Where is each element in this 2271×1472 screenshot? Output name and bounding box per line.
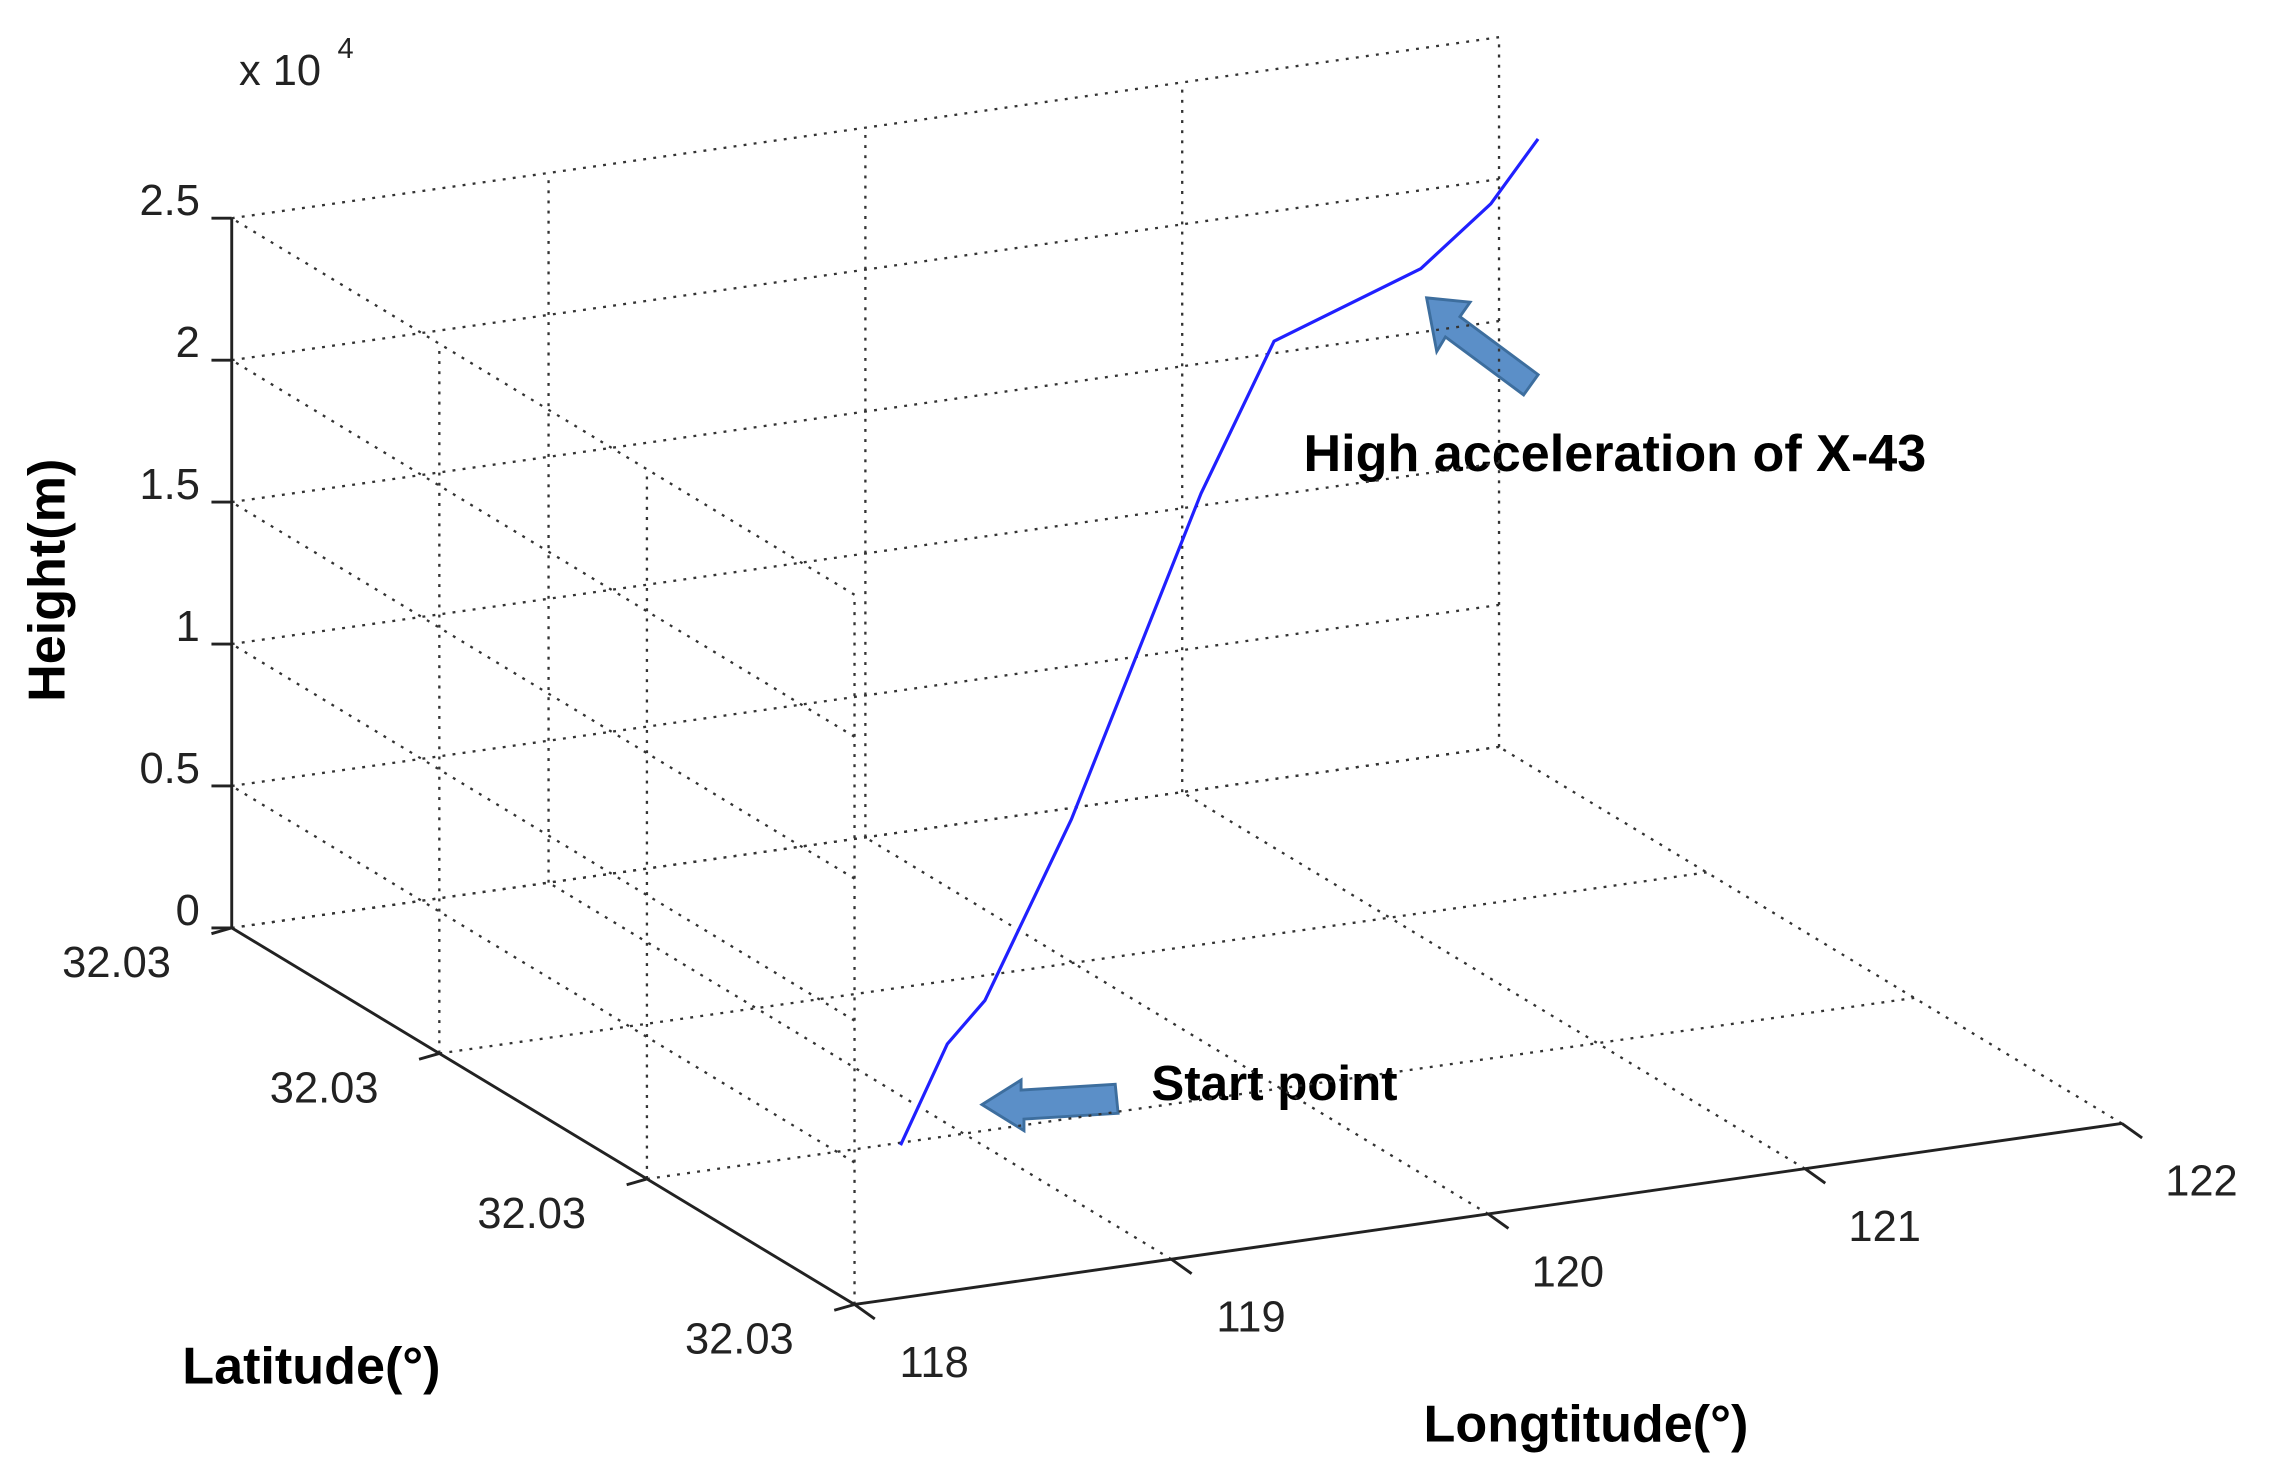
grid-line: [231, 461, 1500, 646]
trajectory-line: [899, 137, 1540, 1146]
x-tick-label: 119: [1216, 1294, 1285, 1342]
z-tick-label: 0.5: [139, 745, 199, 793]
tick-mark: [833, 1303, 855, 1312]
grid-line: [646, 996, 1915, 1181]
tick-mark: [626, 1177, 648, 1187]
tick-mark: [2120, 1122, 2143, 1140]
x-tick-label: 121: [1848, 1203, 1920, 1251]
grid-line: [231, 501, 856, 880]
x-tick-label: 118: [900, 1339, 969, 1387]
y-axis: [230, 926, 856, 1306]
y-tick-label: 32.03: [62, 939, 171, 987]
grid-line: [1181, 791, 1806, 1170]
z-exponent: 4: [337, 33, 353, 65]
tick-mark: [853, 1303, 876, 1321]
z-axis-label: Height(m): [18, 459, 76, 702]
x-tick-label: 120: [1532, 1248, 1604, 1296]
annotation: High acceleration of X-43: [1304, 425, 1927, 483]
z-tick-label: 2.5: [139, 177, 199, 225]
tick-mark: [1487, 1212, 1510, 1230]
z-tick-label: 0: [176, 887, 200, 935]
z-tick-label: 1: [176, 603, 200, 651]
y-tick-label: 32.03: [685, 1316, 794, 1364]
grid-line: [864, 836, 1489, 1215]
grid-line: [231, 217, 856, 596]
tick-mark: [211, 926, 233, 936]
x-tick-label: 122: [2165, 1158, 2237, 1206]
tick-mark: [1804, 1167, 1827, 1185]
annotation-arrow: [979, 1077, 1120, 1134]
y-tick-label: 32.03: [477, 1190, 586, 1238]
grid-line: [1498, 745, 2123, 1125]
x-axis-label: Longtitude(°): [1424, 1395, 1749, 1453]
grid-line: [439, 871, 1707, 1055]
grid-line: [547, 881, 1172, 1261]
annotation: Start point: [1151, 1056, 1397, 1111]
grid-line: [231, 745, 1500, 930]
grid-line: [231, 603, 1500, 788]
tick-mark: [1170, 1258, 1193, 1275]
grid-line: [231, 359, 856, 738]
grid-line: [231, 643, 856, 1022]
grid-line: [231, 36, 1500, 220]
grid-line: [231, 319, 1500, 504]
tick-mark: [418, 1052, 440, 1061]
y-axis-label: Latitude(°): [182, 1337, 440, 1395]
z-tick-label: 1.5: [139, 461, 199, 509]
z-tick-label: 2: [176, 319, 200, 367]
x-axis: [854, 1121, 2123, 1306]
z-multiplier: x 10: [239, 47, 321, 95]
y-tick-label: 32.03: [270, 1065, 379, 1113]
grid-line: [231, 177, 1500, 362]
annotation-arrow: [1424, 296, 1541, 397]
